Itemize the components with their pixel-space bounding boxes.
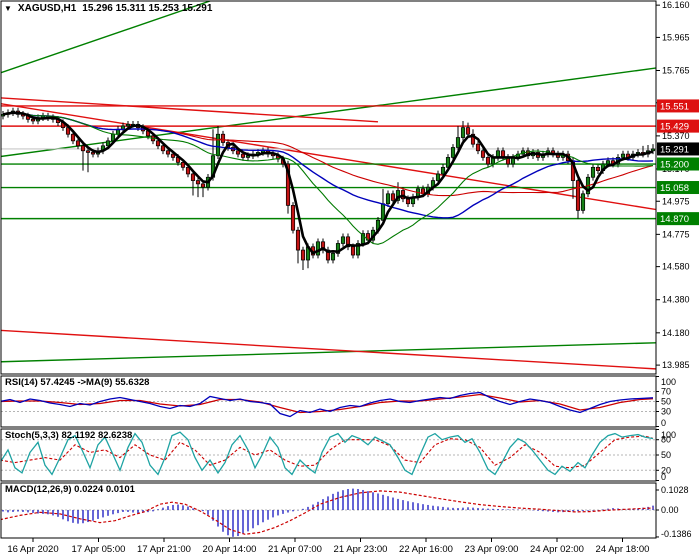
rsi-indicator-label: RSI(14) 57.4245 ->MA(9) 55.6328 — [5, 377, 150, 388]
stoch-plot[interactable] — [0, 431, 656, 476]
price-tick-label: 16.160 — [662, 0, 690, 10]
rsi-plot[interactable] — [0, 391, 656, 418]
macd-axis[interactable]: 0.1028 0.00 -0.1386 — [656, 485, 692, 539]
price-chart[interactable] — [0, 1, 656, 370]
price-box-label: 15.200 — [660, 160, 689, 171]
symbol-header: ▼ XAGUSD,H1 15.296 15.311 15.253 15.291 — [4, 3, 212, 14]
macd-axis-label: 0.1028 — [661, 485, 689, 495]
price-box-label: 15.291 — [660, 144, 689, 155]
stoch-axis-label: 80 — [661, 435, 671, 445]
rsi-axis-label: 30 — [661, 407, 671, 417]
rsi-axis-label: 70 — [661, 387, 671, 397]
macd-axis-label: -0.1386 — [661, 529, 692, 539]
time-axis-label: 21 Apr 07:00 — [268, 544, 322, 555]
collapse-arrow-icon[interactable]: ▼ — [4, 3, 12, 13]
price-box-label: 15.429 — [660, 122, 689, 133]
time-axis-label: 16 Apr 2020 — [7, 544, 58, 555]
price-box — [657, 119, 699, 133]
trendline[interactable] — [0, 97, 379, 123]
trendline[interactable] — [0, 342, 656, 363]
trendline[interactable] — [0, 1, 211, 74]
price-tick-label: 13.985 — [662, 360, 690, 370]
time-axis-label: 21 Apr 23:00 — [334, 544, 388, 555]
price-tick-label: 14.580 — [662, 262, 690, 272]
rsi-axis-label: 50 — [661, 397, 671, 407]
price-box — [657, 212, 699, 226]
time-axis-label: 22 Apr 16:00 — [399, 544, 453, 555]
stoch-axis-label: 50 — [661, 450, 671, 460]
ma-green — [2, 112, 654, 245]
macd-plot[interactable] — [0, 488, 656, 537]
price-box — [657, 142, 699, 156]
stoch-axis-label: 0 — [661, 472, 666, 482]
price-tick-label: 15.765 — [662, 66, 690, 76]
macd-axis-label: 0.00 — [661, 505, 679, 515]
stoch-indicator-label: Stoch(5,3,3) 82.1192 82.6238 — [5, 430, 133, 441]
price-tick-label: 15.965 — [662, 32, 690, 42]
macd-signal-line — [1, 490, 654, 535]
macd-indicator-label: MACD(12,26,9) 0.0224 0.0101 — [5, 484, 135, 495]
time-axis[interactable]: 16 Apr 2020 17 Apr 05:00 17 Apr 21:00 20 Ap… — [7, 538, 649, 555]
trendline[interactable] — [0, 103, 656, 211]
time-axis-label: 23 Apr 09:00 — [465, 544, 519, 555]
price-box-label: 15.551 — [660, 101, 689, 112]
price-tick-label: 14.975 — [662, 196, 690, 206]
ohlc-values-label: 15.296 15.311 15.253 15.291 — [82, 3, 213, 14]
ma-blue — [2, 111, 654, 219]
stoch-axis-label: 20 — [661, 465, 671, 475]
rsi-axis-label: 100 — [661, 377, 676, 387]
ma-black — [2, 111, 654, 255]
stoch-d-line — [1, 435, 654, 469]
rsi-axis-label: 0 — [661, 418, 666, 428]
time-axis-label: 20 Apr 14:00 — [203, 544, 257, 555]
price-tick-label: 14.775 — [662, 229, 690, 239]
price-box — [657, 99, 699, 113]
stoch-k-line — [1, 431, 654, 476]
symbol-period-label: XAGUSD,H1 — [17, 3, 77, 14]
time-axis-label: 17 Apr 05:00 — [72, 544, 126, 555]
time-axis-label: 24 Apr 02:00 — [530, 544, 584, 555]
time-axis-label: 24 Apr 18:00 — [596, 544, 650, 555]
macd-histogram — [2, 488, 654, 537]
price-tick-label: 15.370 — [662, 131, 690, 141]
price-box — [657, 157, 699, 171]
price-tick-label: 14.180 — [662, 328, 690, 338]
price-axis[interactable]: 16.16015.96515.76515.57015.37015.17014.9… — [656, 0, 699, 370]
trendline[interactable] — [0, 329, 656, 370]
time-axis-label: 17 Apr 21:00 — [137, 544, 191, 555]
main-panel-border — [0, 0, 657, 375]
stoch-axis-label: 100 — [661, 430, 676, 440]
rsi-main-line — [1, 391, 654, 418]
price-tick-label: 14.380 — [662, 295, 690, 305]
price-box-label: 14.870 — [660, 214, 689, 225]
price-box — [657, 181, 699, 195]
price-box-label: 15.058 — [660, 183, 689, 194]
